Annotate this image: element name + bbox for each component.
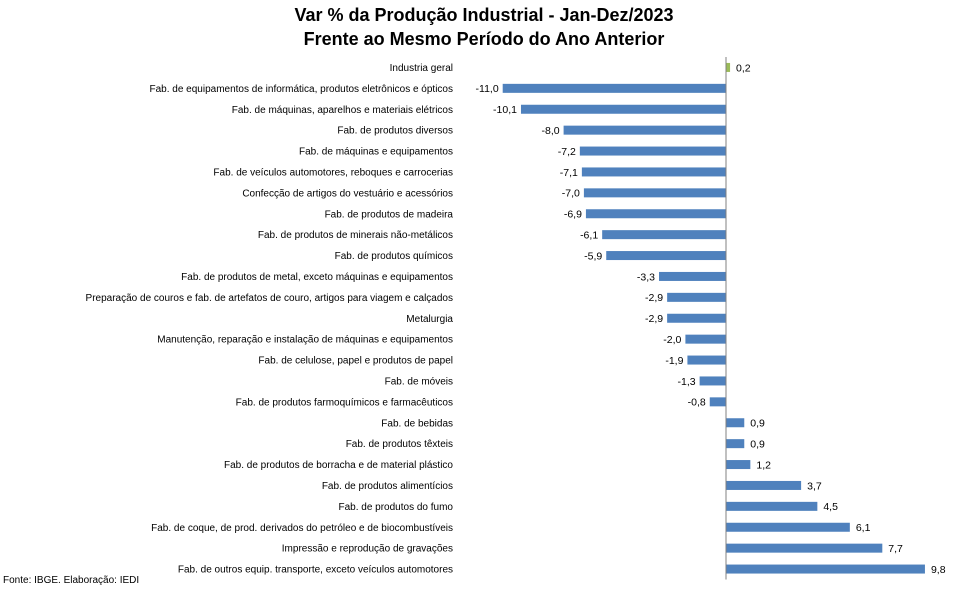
bar xyxy=(687,355,726,365)
bar xyxy=(659,271,726,281)
category-label: Fab. de máquinas, aparelhos e materiais … xyxy=(232,105,453,116)
data-label: 0,2 xyxy=(736,62,751,74)
data-label: -6,1 xyxy=(580,229,598,241)
source-note: Fonte: IBGE. Elaboração: IEDI xyxy=(3,575,140,586)
category-label: Industria geral xyxy=(390,63,453,74)
category-label: Fab. de bebidas xyxy=(381,418,453,429)
bar xyxy=(581,167,726,177)
category-label: Confecção de artigos do vestuário e aces… xyxy=(242,188,453,199)
data-label: 3,7 xyxy=(807,480,822,492)
data-label: -8,0 xyxy=(542,125,560,137)
data-label: -7,1 xyxy=(560,167,578,179)
data-label: 7,7 xyxy=(888,543,903,555)
category-label: Fab. de produtos diversos xyxy=(337,126,453,137)
bar xyxy=(726,543,883,553)
bar xyxy=(606,251,726,261)
category-label: Fab. de produtos de madeira xyxy=(325,209,454,220)
category-label: Fab. de outros equip. transporte, exceto… xyxy=(178,565,453,576)
bar xyxy=(726,501,818,511)
bar xyxy=(520,104,726,114)
category-label: Fab. de produtos alimentícios xyxy=(322,481,453,492)
category-label: Fab. de equipamentos de informática, pro… xyxy=(149,84,453,95)
data-label: -1,3 xyxy=(678,376,696,388)
data-label: 6,1 xyxy=(856,522,871,534)
category-label: Fab. de produtos químicos xyxy=(335,251,453,262)
bar xyxy=(726,564,925,574)
category-label: Fab. de produtos farmoquímicos e farmacê… xyxy=(236,397,453,408)
bar xyxy=(602,230,726,240)
bar xyxy=(726,460,751,470)
data-label: -10,1 xyxy=(493,104,517,116)
data-label: -6,9 xyxy=(564,209,582,221)
data-label: 9,8 xyxy=(931,564,946,576)
data-label: -11,0 xyxy=(476,83,499,95)
data-label: 0,9 xyxy=(750,418,765,430)
category-label: Preparação de couros e fab. de artefatos… xyxy=(86,293,453,304)
bar xyxy=(583,188,726,198)
category-label: Impressão e reprodução de gravações xyxy=(282,544,453,555)
bar xyxy=(585,209,726,219)
data-label: -2,9 xyxy=(645,292,663,304)
data-label: -7,0 xyxy=(562,188,580,200)
data-label: -5,9 xyxy=(584,250,602,262)
data-label: -0,8 xyxy=(688,397,706,409)
bar xyxy=(579,146,726,156)
chart-subtitle: Frente ao Mesmo Período do Ano Anterior xyxy=(303,29,665,49)
bar xyxy=(502,83,726,93)
category-label: Fab. de máquinas e equipamentos xyxy=(299,147,453,158)
bar xyxy=(685,334,726,344)
category-label: Fab. de produtos do fumo xyxy=(338,502,453,513)
data-label: -1,9 xyxy=(665,355,683,367)
category-label: Fab. de produtos têxteis xyxy=(346,439,453,450)
data-label: 4,5 xyxy=(823,501,838,513)
bar xyxy=(709,397,726,407)
category-label: Fab. de coque, de prod. derivados do pet… xyxy=(151,523,453,534)
category-label: Fab. de móveis xyxy=(385,376,453,387)
bar xyxy=(699,376,726,386)
bar xyxy=(667,313,726,323)
data-label: -2,0 xyxy=(663,334,681,346)
bar xyxy=(667,292,726,302)
bar xyxy=(563,125,726,135)
bar xyxy=(726,62,731,72)
data-label: -3,3 xyxy=(637,271,655,283)
category-label: Fab. de produtos de minerais não-metálic… xyxy=(258,230,453,241)
data-label: 0,9 xyxy=(750,438,765,450)
bar xyxy=(726,480,802,490)
data-label: 1,2 xyxy=(756,459,771,471)
data-label: -7,2 xyxy=(558,146,576,158)
data-label: -2,9 xyxy=(645,313,663,325)
category-label: Fab. de celulose, papel e produtos de pa… xyxy=(258,356,453,367)
category-label: Fab. de veículos automotores, reboques e… xyxy=(213,167,453,178)
bar xyxy=(726,439,745,449)
bar xyxy=(726,418,745,428)
category-label: Manutenção, reparação e instalação de má… xyxy=(157,335,453,346)
bar xyxy=(726,522,850,532)
chart-title: Var % da Produção Industrial - Jan-Dez/2… xyxy=(294,5,674,25)
category-label: Metalurgia xyxy=(406,314,453,325)
category-label: Fab. de produtos de metal, exceto máquin… xyxy=(181,272,453,283)
category-label: Fab. de produtos de borracha e de materi… xyxy=(224,460,453,471)
